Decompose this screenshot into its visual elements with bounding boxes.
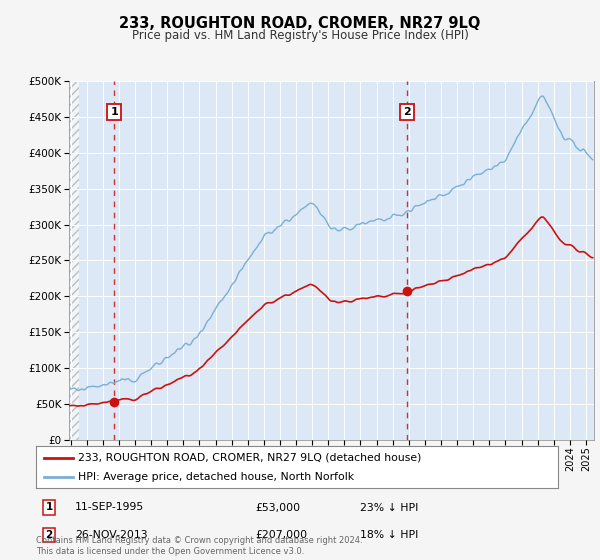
Text: £53,000: £53,000 <box>255 502 301 512</box>
Text: Contains HM Land Registry data © Crown copyright and database right 2024.
This d: Contains HM Land Registry data © Crown c… <box>36 536 362 556</box>
Text: 233, ROUGHTON ROAD, CROMER, NR27 9LQ: 233, ROUGHTON ROAD, CROMER, NR27 9LQ <box>119 16 481 31</box>
Text: 23% ↓ HPI: 23% ↓ HPI <box>359 502 418 512</box>
Text: 1: 1 <box>46 502 53 512</box>
Text: 2: 2 <box>404 106 412 116</box>
Text: 233, ROUGHTON ROAD, CROMER, NR27 9LQ (detached house): 233, ROUGHTON ROAD, CROMER, NR27 9LQ (de… <box>78 452 421 463</box>
Text: 18% ↓ HPI: 18% ↓ HPI <box>359 530 418 540</box>
Bar <box>69 81 79 440</box>
Text: 1: 1 <box>110 106 118 116</box>
Text: Price paid vs. HM Land Registry's House Price Index (HPI): Price paid vs. HM Land Registry's House … <box>131 29 469 42</box>
Text: 26-NOV-2013: 26-NOV-2013 <box>75 530 148 540</box>
Text: 2: 2 <box>46 530 53 540</box>
Text: £207,000: £207,000 <box>255 530 307 540</box>
Text: 11-SEP-1995: 11-SEP-1995 <box>75 502 145 512</box>
Text: HPI: Average price, detached house, North Norfolk: HPI: Average price, detached house, Nort… <box>78 472 354 482</box>
